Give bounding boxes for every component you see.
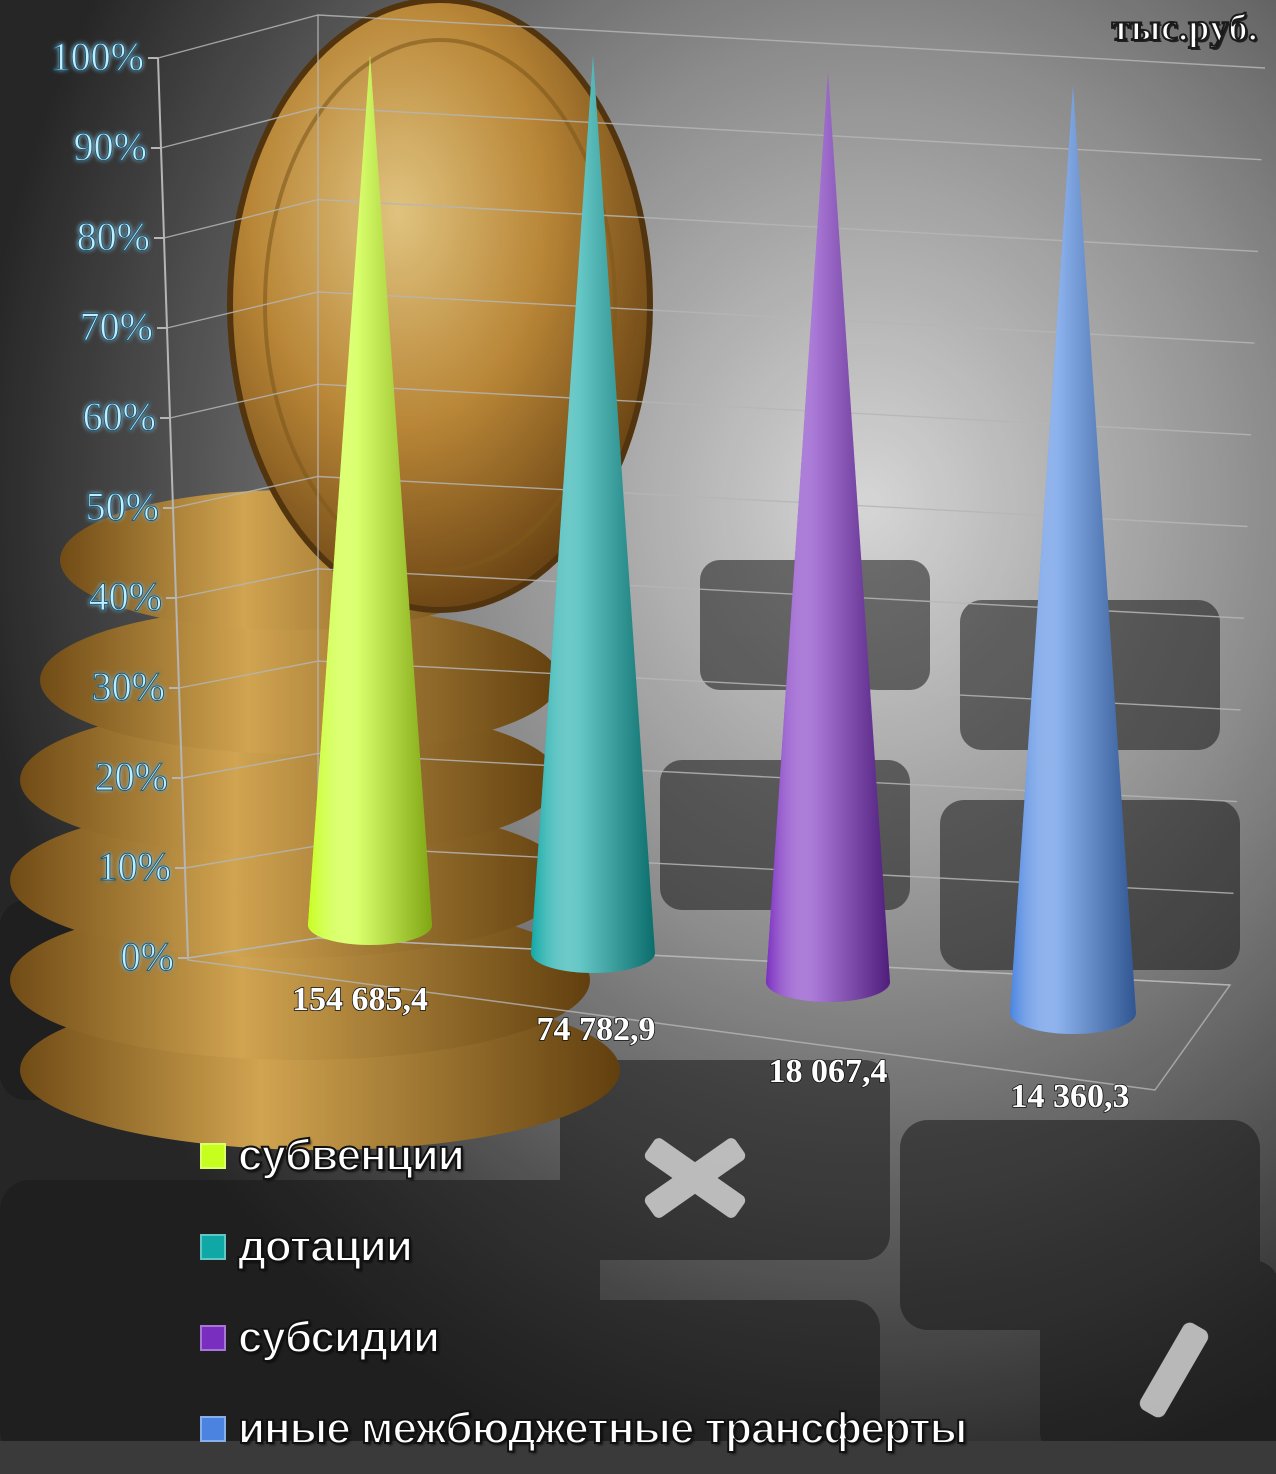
legend-swatch-subventions [200,1142,226,1169]
y-tick-label: 80% [77,214,150,259]
cone-chart: 0% 10% 20% 30% 40% 50% 60% 70% 80% 90% 100% 154 68… [50,14,1266,1116]
legend-item-grants: дотации [200,1201,966,1292]
cone-0 [308,55,432,945]
value-label: 18 067,4 [769,1053,888,1090]
cone-1 [531,55,655,973]
value-label: 14 360,3 [1011,1078,1130,1115]
cone-shading [531,55,655,973]
y-tick-label: 50% [86,484,159,529]
y-tick-label: 10% [98,844,171,889]
gridline [163,198,1259,253]
y-tick-label: 90% [74,124,147,169]
gridline [166,291,1255,344]
unit-label: тыс.руб. [1111,6,1259,50]
chart-floor [187,937,1232,1091]
gridline [157,14,1266,69]
legend-swatch-other-transfers [200,1415,226,1442]
legend: субвенции дотации субсидии иные межбюдже… [200,1110,968,1474]
y-tick-labels: 0% 10% 20% 30% 40% 50% 60% 70% 80% 90% 100% [50,34,174,980]
cone-3 [1010,85,1136,1034]
y-tick-label: 70% [80,304,153,349]
legend-item-subventions: субвенции [200,1110,966,1201]
y-tick-label: 30% [92,664,165,709]
value-labels: 154 685,4 74 782,9 18 067,4 14 360,3 [291,980,1130,1116]
y-tick-label: 100% [51,34,144,79]
y-tick-label: 40% [89,574,162,619]
legend-label-other-transfers: иные межбюджетные трансферты [237,1403,968,1454]
cone-shading [308,55,432,945]
value-label: 74 782,9 [537,1011,656,1048]
cone-shading [1010,85,1136,1034]
legend-swatch-subsidies [200,1324,226,1351]
cone-2 [766,72,890,1002]
y-tick-label: 0% [121,934,174,979]
legend-label-grants: дотации [237,1221,414,1272]
legend-label-subsidies: субсидии [237,1312,441,1363]
y-tick-label: 20% [95,754,168,799]
cones [308,55,1136,1034]
gridline [160,106,1262,161]
legend-label-subventions: субвенции [237,1130,466,1181]
legend-swatch-grants [200,1233,226,1260]
y-tick-label: 60% [83,394,156,439]
legend-item-subsidies: субсидии [200,1292,966,1383]
value-label: 154 685,4 [292,981,428,1018]
cone-shading [766,72,890,1002]
y-axis [148,15,1232,1091]
legend-item-other-transfers: иные межбюджетные трансферты [200,1383,968,1474]
